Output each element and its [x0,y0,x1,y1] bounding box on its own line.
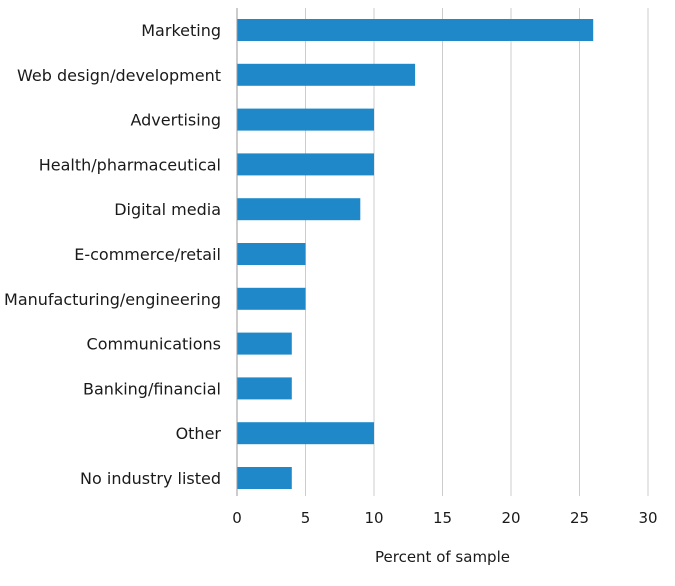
bar-digital-media [237,198,361,221]
category-label: Web design/development [17,66,221,85]
bar-health-pharmaceutical [237,153,374,176]
bar-manufacturing-engineering [237,287,306,310]
bar-marketing [237,19,594,41]
category-label: Marketing [141,21,221,40]
bar-advertising [237,108,374,131]
bar-other [237,422,374,445]
x-tick-label: 30 [638,509,657,527]
x-tick-label: 20 [501,509,520,527]
bar-no-industry-listed [237,467,292,489]
category-label: Manufacturing/engineering [4,290,221,309]
x-tick-label: 0 [232,509,242,527]
bar-e-commerce-retail [237,243,306,265]
category-label: Health/pharmaceutical [39,155,221,174]
category-label: Advertising [130,111,221,130]
category-label: Communications [87,335,221,354]
x-tick-labels: 0 5 10 15 20 25 30 [232,509,657,527]
bar-communications [237,332,292,355]
bars [237,19,594,489]
x-tick-label: 25 [570,509,589,527]
x-tick-label: 15 [433,509,452,527]
bar-web-design-development [237,63,416,86]
bar-banking-financial [237,377,292,400]
category-label: Banking/financial [83,379,221,398]
category-label: No industry listed [80,469,221,488]
x-axis-title: Percent of sample [375,548,510,566]
x-tick-label: 5 [301,509,311,527]
gridlines [305,8,649,496]
category-label: E-commerce/retail [74,245,221,264]
category-labels: Marketing Web design/development Advertisi… [4,21,221,488]
category-label: Other [176,424,222,443]
x-tick-label: 10 [364,509,383,527]
category-label: Digital media [114,200,221,219]
